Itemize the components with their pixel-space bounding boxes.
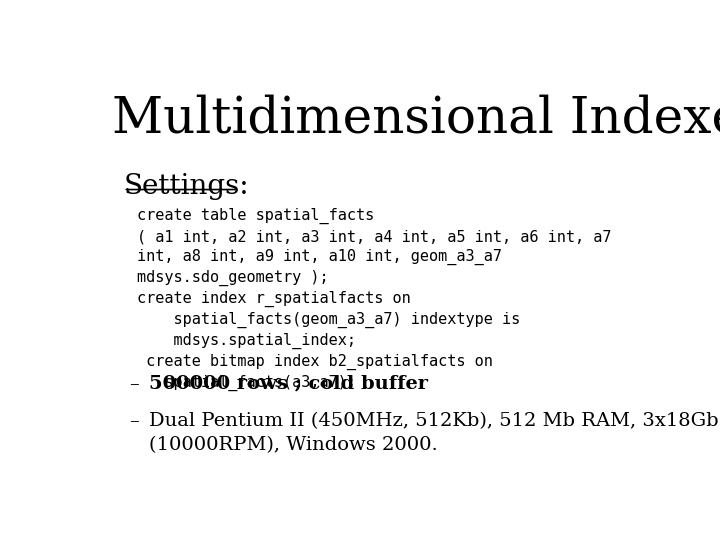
Text: Dual Pentium II (450MHz, 512Kb), 512 Mb RAM, 3x18Gb drives
(10000RPM), Windows 2: Dual Pentium II (450MHz, 512Kb), 512 Mb … (148, 412, 720, 454)
Text: Multidimensional Indexes -- data: Multidimensional Indexes -- data (112, 94, 720, 143)
Text: create table spatial_facts
( a1 int, a2 int, a3 int, a4 int, a5 int, a6 int, a7
: create table spatial_facts ( a1 int, a2 … (138, 208, 612, 392)
Text: 500000 rows ; cold buffer: 500000 rows ; cold buffer (148, 375, 428, 393)
Text: –: – (129, 412, 139, 430)
Text: Settings:: Settings: (124, 173, 249, 200)
Text: –: – (129, 375, 139, 393)
